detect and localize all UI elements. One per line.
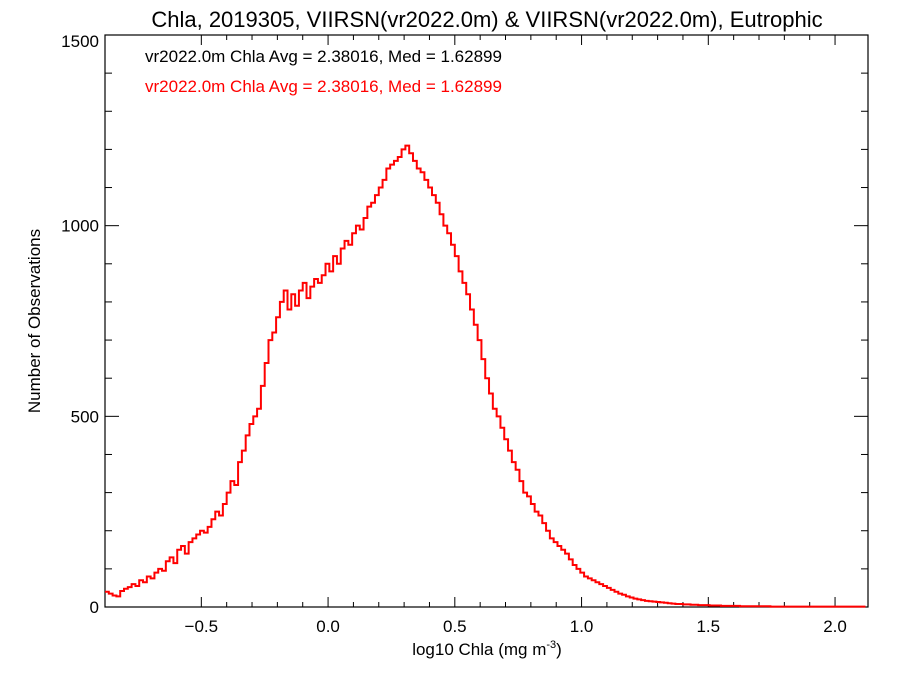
histogram-series-line	[105, 144, 866, 608]
chart-title: Chla, 2019305, VIIRSN(vr2022.0m) & VIIRS…	[151, 7, 822, 32]
x-tick-label: 1.0	[570, 617, 594, 636]
x-tick-label: 1.5	[696, 617, 720, 636]
x-tick-label: −0.5	[185, 617, 219, 636]
y-tick-label: 500	[71, 407, 99, 426]
y-tick-label: 0	[90, 598, 99, 617]
x-tick-label: 0.0	[316, 617, 340, 636]
annotation-red: vr2022.0m Chla Avg = 2.38016, Med = 1.62…	[145, 77, 502, 96]
plot-area: −0.5 0.0 0.5 1.0 1.5 2.0 0 500 1000 1500	[61, 32, 869, 636]
x-axis-label-superscript: -3	[546, 639, 556, 651]
x-axis-label-end: )	[556, 640, 562, 659]
plot-frame	[104, 34, 869, 608]
y-tick-label: 1500	[61, 32, 99, 51]
annotation-black: vr2022.0m Chla Avg = 2.38016, Med = 1.62…	[145, 47, 502, 66]
y-tick-label: 1000	[61, 217, 99, 236]
axis-ticks: −0.5 0.0 0.5 1.0 1.5 2.0 0 500 1000 1500	[61, 32, 868, 636]
x-tick-label: 0.5	[443, 617, 467, 636]
y-axis-label: Number of Observations	[25, 229, 44, 413]
x-tick-label: 2.0	[823, 617, 847, 636]
x-axis-label-main: log10 Chla (mg m	[412, 640, 546, 659]
x-axis-label: log10 Chla (mg m-3)	[412, 639, 562, 659]
